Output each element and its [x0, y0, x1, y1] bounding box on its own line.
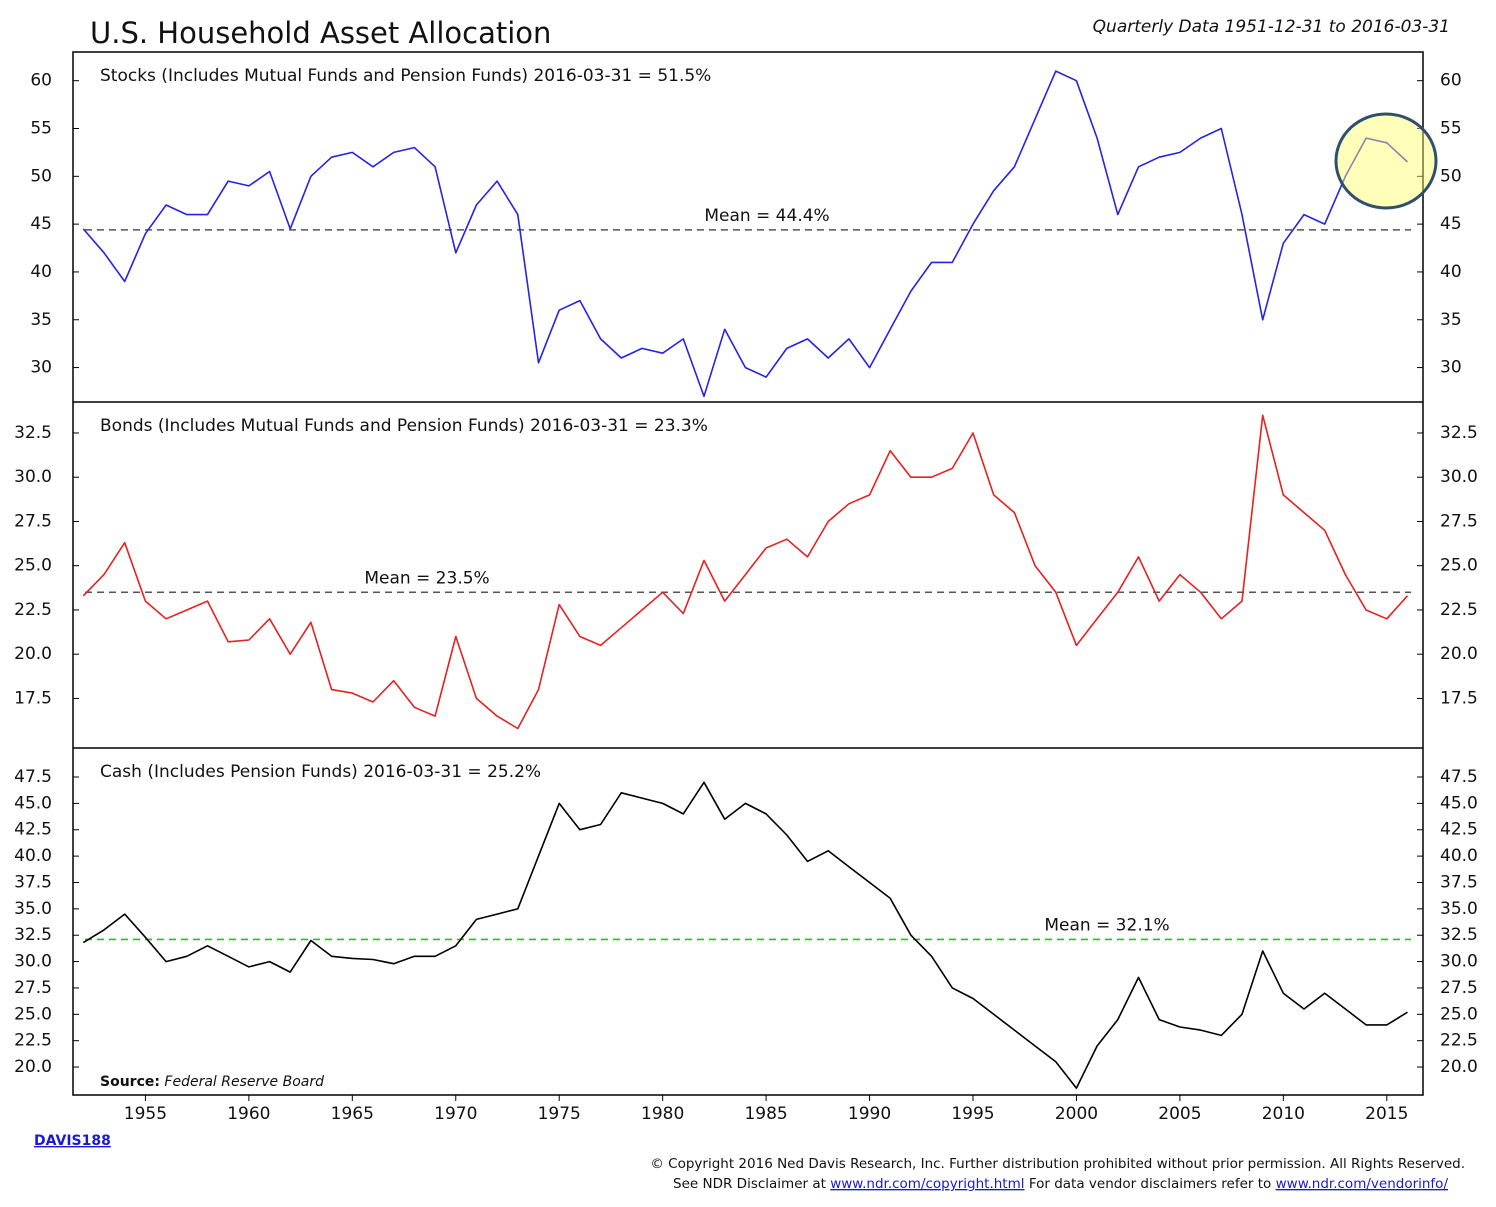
y-tick-label: 17.5: [14, 688, 52, 708]
x-tick-label: 2005: [1158, 1104, 1201, 1124]
series-line: [82, 414, 1409, 730]
mean-label: Mean = 44.4%: [704, 206, 829, 226]
y-tick-label: 50: [30, 166, 52, 186]
x-tick-label: 1970: [434, 1104, 477, 1124]
y-tick-label: 27.5: [1440, 511, 1478, 531]
plot-frame: [72, 51, 1424, 1096]
y-tick-label: 30.0: [14, 952, 52, 972]
chart-code[interactable]: DAVIS188: [34, 1133, 111, 1149]
series-line: [82, 70, 1409, 398]
x-tick-label: 2010: [1262, 1104, 1305, 1124]
panel-label: Bonds (Includes Mutual Funds and Pension…: [100, 416, 708, 436]
panels: 30 30 35 35 40 40 45 45 50 50 55 55 60 60 Mean = 44.4%…: [14, 66, 1478, 1124]
disclaimer-text: See NDR Disclaimer at: [673, 1176, 826, 1192]
source-note: Source: Federal Reserve Board: [100, 1074, 324, 1090]
y-tick-label: 45.0: [14, 793, 52, 813]
x-tick-label: 1955: [124, 1104, 167, 1124]
y-tick-label: 40.0: [1440, 846, 1478, 866]
y-tick-label: 55: [1440, 119, 1462, 139]
disclaimer-text: For data vendor disclaimers refer to: [1029, 1176, 1272, 1192]
y-tick-label: 55: [30, 119, 52, 139]
panel-label: Cash (Includes Pension Funds) 2016-03-31…: [100, 762, 541, 782]
y-tick-label: 20.0: [14, 644, 52, 664]
y-tick-label: 50: [1440, 166, 1462, 186]
y-tick-label: 27.5: [1440, 978, 1478, 998]
y-tick-label: 45: [1440, 214, 1462, 234]
panel-label: Stocks (Includes Mutual Funds and Pensio…: [100, 66, 711, 86]
y-tick-label: 37.5: [1440, 872, 1478, 892]
y-tick-label: 35: [30, 310, 52, 330]
mean-label: Mean = 23.5%: [364, 568, 489, 588]
y-tick-label: 42.5: [1440, 820, 1478, 840]
x-tick-label: 2000: [1055, 1104, 1098, 1124]
y-tick-label: 40: [30, 262, 52, 282]
y-tick-label: 30.0: [14, 467, 52, 487]
y-tick-label: 30.0: [1440, 467, 1478, 487]
y-tick-label: 32.5: [14, 925, 52, 945]
disclaimer-link[interactable]: www.ndr.com/copyright.html: [830, 1176, 1024, 1192]
y-tick-label: 27.5: [14, 511, 52, 531]
source-label: Source:: [100, 1074, 160, 1090]
y-tick-label: 32.5: [14, 423, 52, 443]
y-tick-label: 30.0: [1440, 952, 1478, 972]
y-tick-label: 25.0: [14, 1004, 52, 1024]
y-tick-label: 25.0: [1440, 1004, 1478, 1024]
y-tick-label: 20.0: [1440, 644, 1478, 664]
x-tick-label: 1960: [227, 1104, 270, 1124]
y-tick-label: 42.5: [14, 820, 52, 840]
x-tick-label: 1985: [744, 1104, 787, 1124]
highlight-circle: [1334, 112, 1438, 210]
y-tick-label: 22.5: [14, 600, 52, 620]
y-tick-label: 32.5: [1440, 423, 1478, 443]
y-tick-label: 45.0: [1440, 793, 1478, 813]
y-tick-label: 40.0: [14, 846, 52, 866]
y-tick-label: 47.5: [14, 767, 52, 787]
y-tick-label: 17.5: [1440, 688, 1478, 708]
y-tick-label: 60: [1440, 71, 1462, 91]
y-tick-label: 22.5: [14, 1031, 52, 1051]
series-line: [82, 781, 1408, 1089]
y-tick-label: 47.5: [1440, 767, 1478, 787]
chart-title: U.S. Household Asset Allocation: [90, 16, 551, 50]
y-tick-label: 37.5: [14, 872, 52, 892]
x-tick-label: 1980: [641, 1104, 684, 1124]
y-tick-label: 20.0: [1440, 1057, 1478, 1077]
y-tick-label: 30: [1440, 358, 1462, 378]
y-tick-label: 25.0: [14, 556, 52, 576]
y-tick-label: 22.5: [1440, 600, 1478, 620]
y-tick-label: 35: [1440, 310, 1462, 330]
y-tick-label: 25.0: [1440, 556, 1478, 576]
y-tick-label: 35.0: [14, 899, 52, 919]
disclaimer: See NDR Disclaimer at www.ndr.com/copyri…: [673, 1176, 1448, 1192]
y-tick-label: 35.0: [1440, 899, 1478, 919]
mean-label: Mean = 32.1%: [1044, 915, 1169, 935]
x-tick-label: 1990: [848, 1104, 891, 1124]
y-tick-label: 30: [30, 358, 52, 378]
chart-subtitle: Quarterly Data 1951-12-31 to 2016-03-31: [1093, 17, 1450, 37]
x-tick-label: 1965: [331, 1104, 374, 1124]
y-tick-label: 32.5: [1440, 925, 1478, 945]
x-tick-label: 2015: [1365, 1104, 1408, 1124]
x-tick-label: 1975: [538, 1104, 581, 1124]
y-tick-label: 45: [30, 214, 52, 234]
y-tick-label: 20.0: [14, 1057, 52, 1077]
disclaimer-link[interactable]: www.ndr.com/vendorinfo/: [1276, 1176, 1449, 1192]
source-text: Federal Reserve Board: [164, 1074, 324, 1090]
y-tick-label: 22.5: [1440, 1031, 1478, 1051]
y-tick-label: 27.5: [14, 978, 52, 998]
copyright: © Copyright 2016 Ned Davis Research, Inc…: [650, 1156, 1465, 1172]
y-tick-label: 40: [1440, 262, 1462, 282]
x-tick-label: 1995: [951, 1104, 994, 1124]
y-tick-label: 60: [30, 71, 52, 91]
